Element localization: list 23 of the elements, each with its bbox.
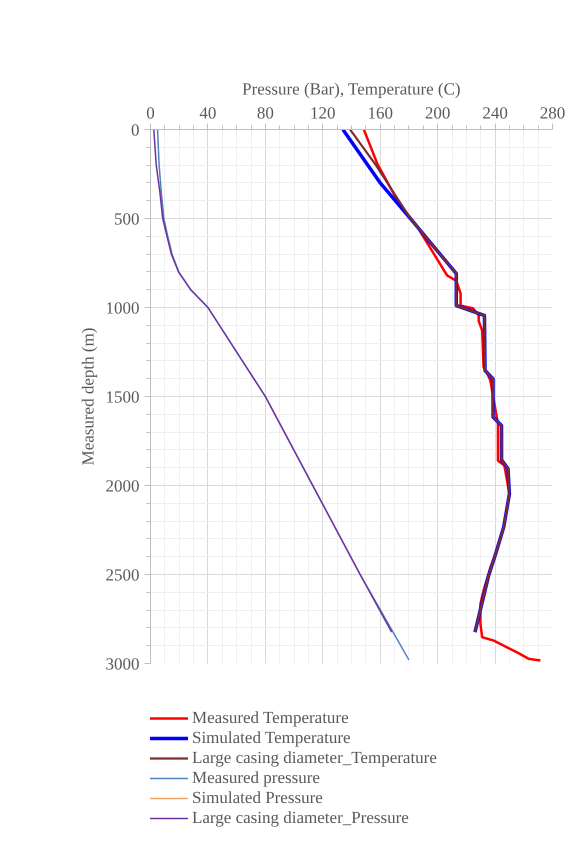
x-tick-label: 0	[146, 104, 155, 122]
x-axis-title: Pressure (Bar), Temperature (C)	[242, 80, 461, 98]
y-tick-label: 1000	[106, 298, 140, 318]
legend-label: Large casing diameter_Temperature	[192, 748, 437, 768]
y-tick-label: 500	[114, 210, 140, 228]
x-tick-label: 280	[540, 104, 566, 122]
legend-label: Simulated Pressure	[192, 788, 323, 808]
y-tick-label: 2000	[106, 476, 140, 496]
y-tick-label: 0	[131, 120, 140, 140]
legend-label: Measured Temperature	[192, 708, 349, 728]
y-axis-title: Measured depth (m)	[78, 328, 98, 466]
y-tick-label: 1500	[106, 388, 140, 406]
y-tick-label: 3000	[106, 654, 140, 674]
legend-label: Measured pressure	[192, 768, 320, 788]
x-tick-label: 160	[367, 104, 393, 122]
x-tick-label: 40	[199, 104, 216, 122]
y-tick-label: 2500	[106, 566, 140, 584]
x-tick-label: 240	[482, 104, 508, 122]
legend-label: Simulated Temperature	[192, 728, 351, 748]
x-tick-label: 120	[310, 104, 336, 122]
x-tick-label: 200	[424, 104, 450, 122]
x-tick-label: 80	[256, 104, 274, 122]
legend-label: Large casing diameter_Pressure	[192, 808, 409, 828]
